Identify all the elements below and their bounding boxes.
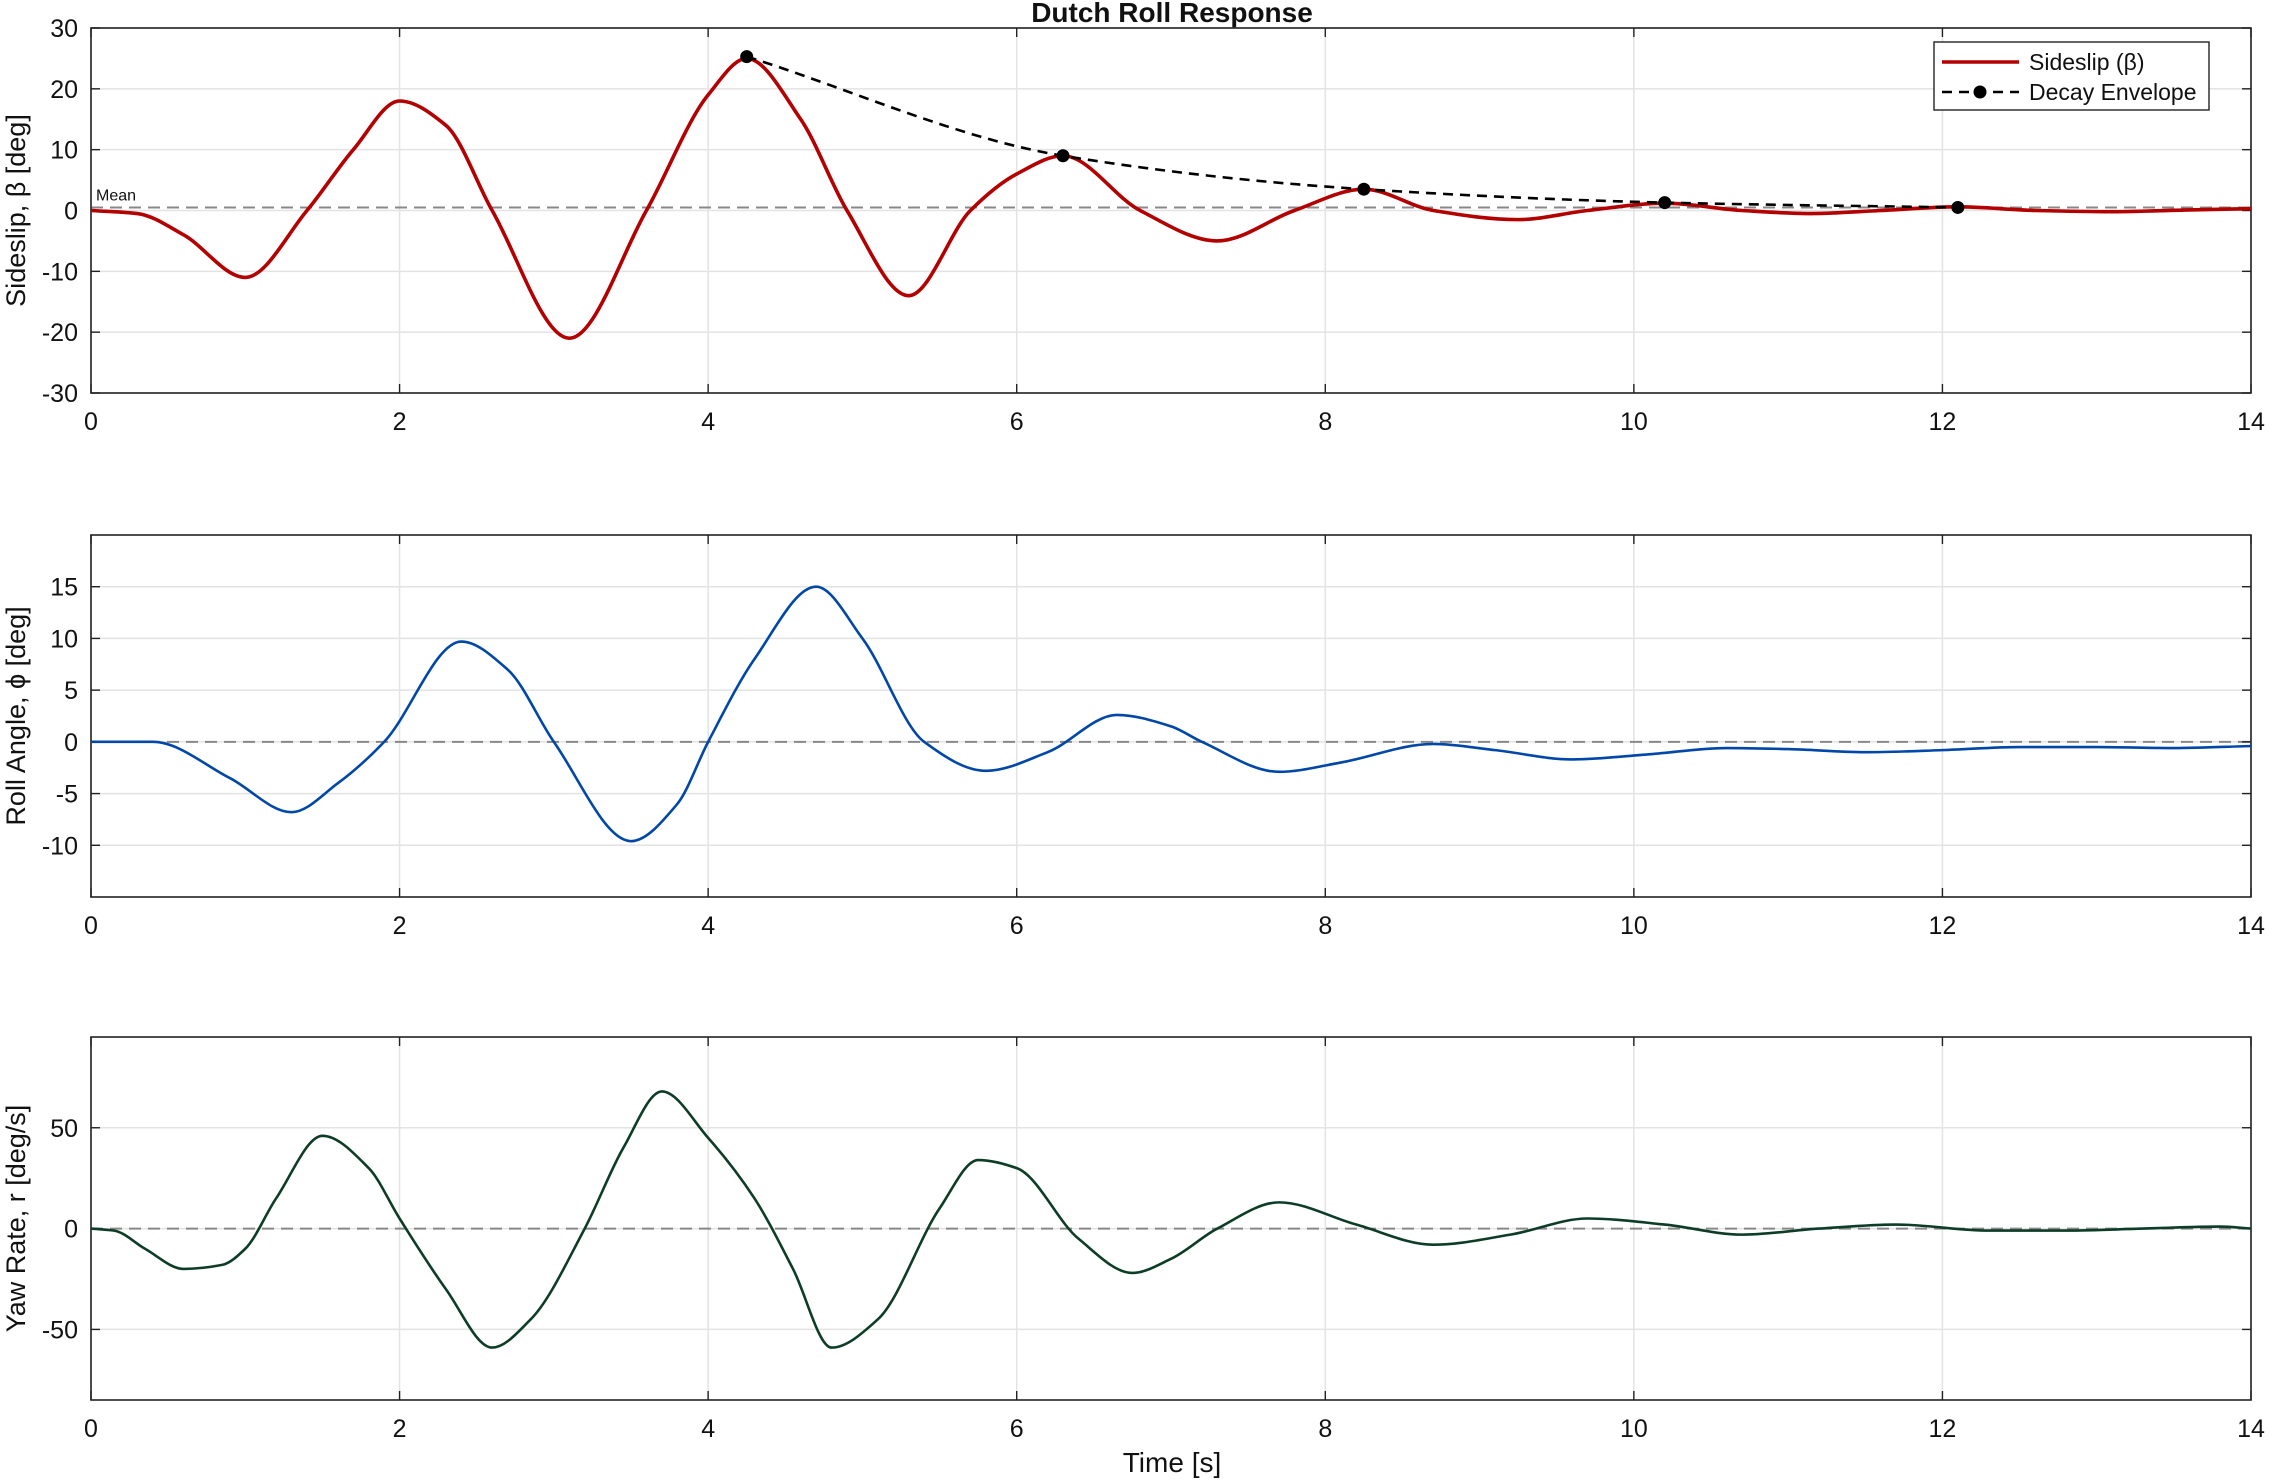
x-tick-label: 10 — [1620, 912, 1648, 940]
y-tick-label: 50 — [50, 1115, 78, 1143]
y-tick-label: -10 — [42, 832, 78, 860]
legend-box — [1933, 41, 2210, 111]
y-axis-label: Sideslip, β [deg] — [1, 114, 31, 307]
mean-annotation: Mean — [96, 187, 136, 204]
figure-title: Dutch Roll Response — [1031, 0, 1313, 28]
y-tick-label: 0 — [64, 1216, 78, 1244]
x-tick-label: 0 — [84, 408, 98, 436]
x-tick-label: 12 — [1929, 408, 1957, 436]
legend-label-sideslip: Sideslip (β) — [2029, 49, 2144, 75]
x-tick-label: 14 — [2237, 912, 2265, 940]
x-tick-label: 0 — [84, 1415, 98, 1443]
y-tick-label: 30 — [50, 15, 78, 43]
y-tick-label: 15 — [50, 574, 78, 602]
x-tick-label: 14 — [2237, 1415, 2265, 1443]
y-axis-label: Roll Angle, ϕ [deg] — [1, 606, 31, 825]
x-tick-label: 10 — [1620, 408, 1648, 436]
y-tick-label: 5 — [64, 677, 78, 705]
x-tick-label: 12 — [1929, 912, 1957, 940]
x-axis-label: Time [s] — [1123, 1447, 1222, 1478]
x-tick-label: 8 — [1318, 912, 1332, 940]
x-tick-label: 4 — [701, 912, 715, 940]
y-tick-label: 10 — [50, 625, 78, 653]
subplot-yaw-rate: 0 2 4 6 8 10 12 14 -50 0 50 Yaw Rate, r [deg/s] — [1, 1036, 2265, 1443]
series-line-roll-angle — [91, 585, 2251, 843]
x-tick-label: 6 — [1010, 1415, 1024, 1443]
series-line-yaw-rate — [91, 1090, 2251, 1349]
plot-area — [91, 535, 2251, 897]
envelope-point — [1658, 196, 1672, 210]
x-tick-label: 8 — [1318, 1415, 1332, 1443]
y-tick-label: 0 — [64, 198, 78, 226]
x-tick-label: 14 — [2237, 408, 2265, 436]
y-tick-label: 20 — [50, 76, 78, 104]
y-axis-label: Yaw Rate, r [deg/s] — [1, 1105, 31, 1333]
envelope-point — [1951, 200, 1965, 214]
x-tick-label: 4 — [701, 408, 715, 436]
x-tick-label: 2 — [393, 912, 407, 940]
legend-label-envelope: Decay Envelope — [2029, 79, 2197, 105]
x-tick-label: 4 — [701, 1415, 715, 1443]
x-tick-label: 0 — [84, 912, 98, 940]
y-tick-label: 0 — [64, 729, 78, 757]
axes-frame — [90, 534, 2252, 898]
legend-marker-envelope — [1973, 85, 1987, 99]
y-tick-label: 10 — [50, 137, 78, 165]
x-tick-label: 6 — [1010, 912, 1024, 940]
subplot-sideslip: Mean 0 2 4 6 8 10 12 14 -30 -20 -10 0 10 20 30 Sideslip,… — [1, 15, 2265, 436]
x-tick-label: 12 — [1929, 1415, 1957, 1443]
x-tick-label: 2 — [393, 1415, 407, 1443]
axes-frame — [90, 1036, 2252, 1401]
y-tick-label: -5 — [56, 781, 78, 809]
y-tick-label: -20 — [42, 319, 78, 347]
x-tick-label: 8 — [1318, 408, 1332, 436]
y-tick-label: -50 — [42, 1316, 78, 1344]
x-tick-label: 6 — [1010, 408, 1024, 436]
x-tick-label: 10 — [1620, 1415, 1648, 1443]
subplot-roll-angle: 0 2 4 6 8 10 12 14 -10 -5 0 5 10 15 Roll Angle, ϕ [deg… — [1, 534, 2265, 940]
envelope-point — [740, 50, 754, 64]
series-line-sideslip — [91, 56, 2251, 341]
envelope-point — [1056, 149, 1070, 163]
envelope-point — [1357, 182, 1371, 196]
y-tick-label: -10 — [42, 258, 78, 286]
y-tick-label: -30 — [42, 380, 78, 408]
plot-area — [91, 1037, 2251, 1400]
x-tick-label: 2 — [393, 408, 407, 436]
